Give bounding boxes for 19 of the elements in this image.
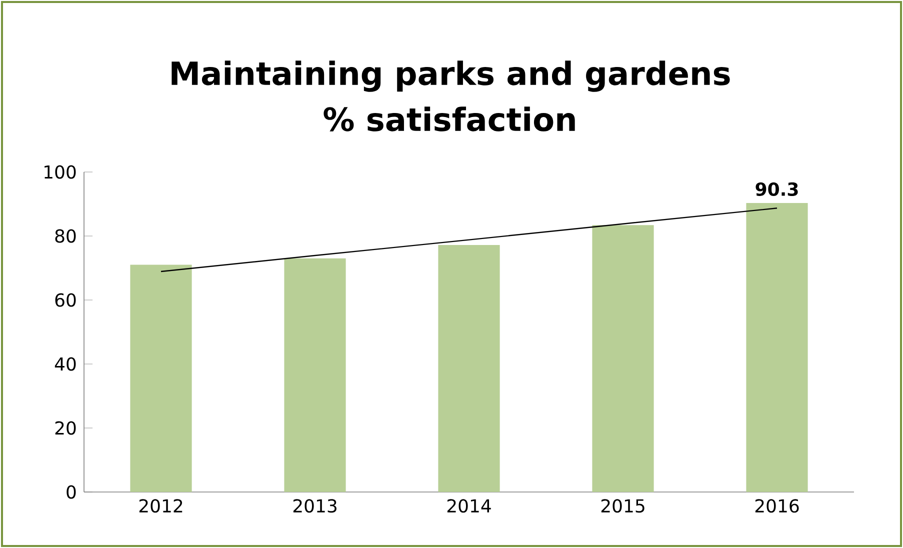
bar xyxy=(746,203,808,492)
x-tick-label: 2012 xyxy=(139,499,182,513)
bar xyxy=(438,244,500,492)
bar xyxy=(592,225,654,492)
y-tick-label: 60 xyxy=(55,293,76,307)
x-tick-label: 2014 xyxy=(447,499,491,513)
x-tick-label: 2015 xyxy=(601,499,644,513)
y-tick-label: 100 xyxy=(44,165,76,179)
bar xyxy=(130,264,192,492)
data-label: 90.3 xyxy=(756,182,798,196)
x-tick-label: 2016 xyxy=(755,499,799,513)
x-tick-label: 2013 xyxy=(293,499,336,513)
chart-title: Maintaining parks and gardens % satisfaction xyxy=(172,60,730,132)
line-series xyxy=(160,208,778,272)
y-tick-label: 0 xyxy=(66,485,76,499)
y-tick-label: 40 xyxy=(54,357,76,371)
y-tick-label: 20 xyxy=(55,421,76,435)
y-tick-label: 80 xyxy=(55,229,76,243)
bar xyxy=(284,258,346,492)
